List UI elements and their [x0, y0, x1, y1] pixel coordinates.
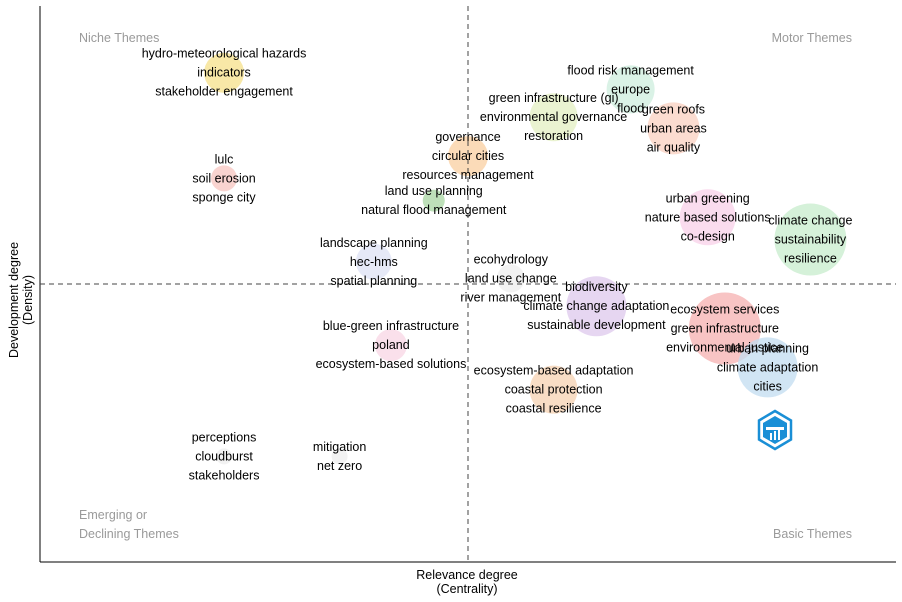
cluster-bubble-17	[216, 448, 233, 465]
cluster-12-label-1: biodiversity	[565, 280, 628, 294]
cluster-7-label-2: urban areas	[640, 121, 707, 135]
cluster-2-label-3: sponge city	[192, 190, 256, 204]
cluster-9-label-3: resilience	[784, 252, 837, 266]
cluster-bubble-6	[606, 65, 655, 114]
cluster-bubble-4	[422, 189, 445, 212]
cluster-bubble-13	[688, 292, 761, 365]
cluster-14-label-3: ecosystem-based solutions	[316, 357, 467, 371]
quadrant-label-emerging: Emerging or Declining Themes	[79, 508, 179, 541]
cluster-10-label-2: hec-hms	[350, 255, 398, 269]
cluster-bubble-1	[204, 52, 245, 93]
cluster-bubble-3	[448, 136, 488, 177]
cluster-bubble-5	[529, 93, 578, 142]
cluster-7-label-1: green roofs	[642, 102, 705, 116]
quadrant-label-motor: Motor Themes	[772, 31, 852, 45]
cluster-11-label-2: land use change	[465, 271, 557, 285]
cluster-13-label-3: environmental justice	[666, 340, 783, 354]
cluster-bubble-10	[355, 243, 392, 280]
cluster-14-label-1: blue-green infrastructure	[323, 319, 459, 333]
cluster-17-label-3: stakeholders	[189, 468, 260, 482]
cluster-bubble-11	[496, 264, 525, 293]
cluster-18-label-1: mitigation	[313, 440, 367, 454]
cluster-8-label-3: co-design	[681, 229, 735, 243]
cluster-8-label-2: nature based solutions	[645, 210, 771, 224]
labels-layer: hydro-meteorological hazards indicators st…	[142, 47, 853, 483]
cluster-5-label-3: restoration	[524, 129, 583, 143]
cluster-14-label-2: poland	[372, 338, 410, 352]
cluster-bubble-12	[566, 276, 627, 337]
x-axis-title: Relevance degree (Centrality)	[416, 568, 518, 596]
cluster-4-label-2: natural flood management	[361, 203, 507, 217]
cluster-5-label-1: green infrastructure (gi)	[489, 91, 619, 105]
cluster-1-label-2: indicators	[197, 66, 251, 80]
cluster-16-label-2: coastal protection	[505, 383, 603, 397]
cluster-15-label-1: urban planning	[726, 341, 809, 355]
cluster-bubble-2	[211, 165, 238, 192]
cluster-2-label-1: lulc	[215, 152, 234, 166]
cluster-12-label-3: sustainable development	[527, 318, 666, 332]
cluster-6-label-3: flood	[617, 101, 644, 115]
cluster-12-label-2: climate change adaptation	[523, 299, 669, 313]
cluster-bubble-15	[737, 337, 798, 398]
cluster-8-label-1: urban greening	[666, 191, 750, 205]
cluster-15-label-2: climate adaptation	[717, 360, 819, 374]
cluster-11-label-3: river management	[460, 290, 561, 304]
cluster-17-label-2: cloudburst	[195, 449, 253, 463]
cluster-5-label-2: environmental governance	[480, 110, 627, 124]
cluster-bubble-14	[374, 329, 407, 362]
cluster-3-label-1: governance	[435, 130, 500, 144]
cluster-bubble-8	[679, 189, 736, 246]
cluster-7-label-3: air quality	[647, 140, 701, 154]
quadrant-label-basic: Basic Themes	[773, 527, 852, 541]
cluster-10-label-1: landscape planning	[320, 236, 428, 250]
quadrant-label-niche: Niche Themes	[79, 31, 159, 45]
cluster-9-label-1: climate change	[768, 214, 852, 228]
cluster-11-label-1: ecohydrology	[474, 252, 549, 266]
cluster-18-label-2: net zero	[317, 459, 362, 473]
cluster-16-label-1: ecosystem-based adaptation	[474, 364, 634, 378]
bubbles-layer	[204, 52, 847, 465]
bibliometrix-logo	[757, 409, 793, 451]
cluster-6-label-2: europe	[611, 82, 650, 96]
y-axis-title: Development degree(Density)	[7, 242, 35, 358]
cluster-13-label-2: green infrastructure	[671, 321, 779, 335]
cluster-4-label-1: land use planning	[385, 184, 483, 198]
cluster-bubble-7	[647, 102, 700, 155]
cluster-10-label-3: spatial planning	[330, 274, 417, 288]
cluster-13-label-1: ecosystem services	[670, 302, 779, 316]
cluster-2-label-2: soil erosion	[192, 171, 255, 185]
cluster-1-label-1: hydro-meteorological hazards	[142, 47, 307, 61]
cluster-3-label-2: circular cities	[432, 149, 504, 163]
cluster-bubble-18	[331, 448, 348, 465]
cluster-bubble-16	[529, 365, 578, 414]
cluster-15-label-3: cities	[753, 379, 781, 393]
cluster-bubble-9	[774, 203, 847, 276]
cluster-6-label-1: flood risk management	[567, 63, 694, 77]
cluster-1-label-3: stakeholder engagement	[155, 85, 293, 99]
cluster-9-label-2: sustainability	[775, 233, 847, 247]
cluster-16-label-3: coastal resilience	[506, 402, 602, 416]
cluster-3-label-3: resources management	[402, 168, 534, 182]
cluster-17-label-1: perceptions	[192, 430, 257, 444]
